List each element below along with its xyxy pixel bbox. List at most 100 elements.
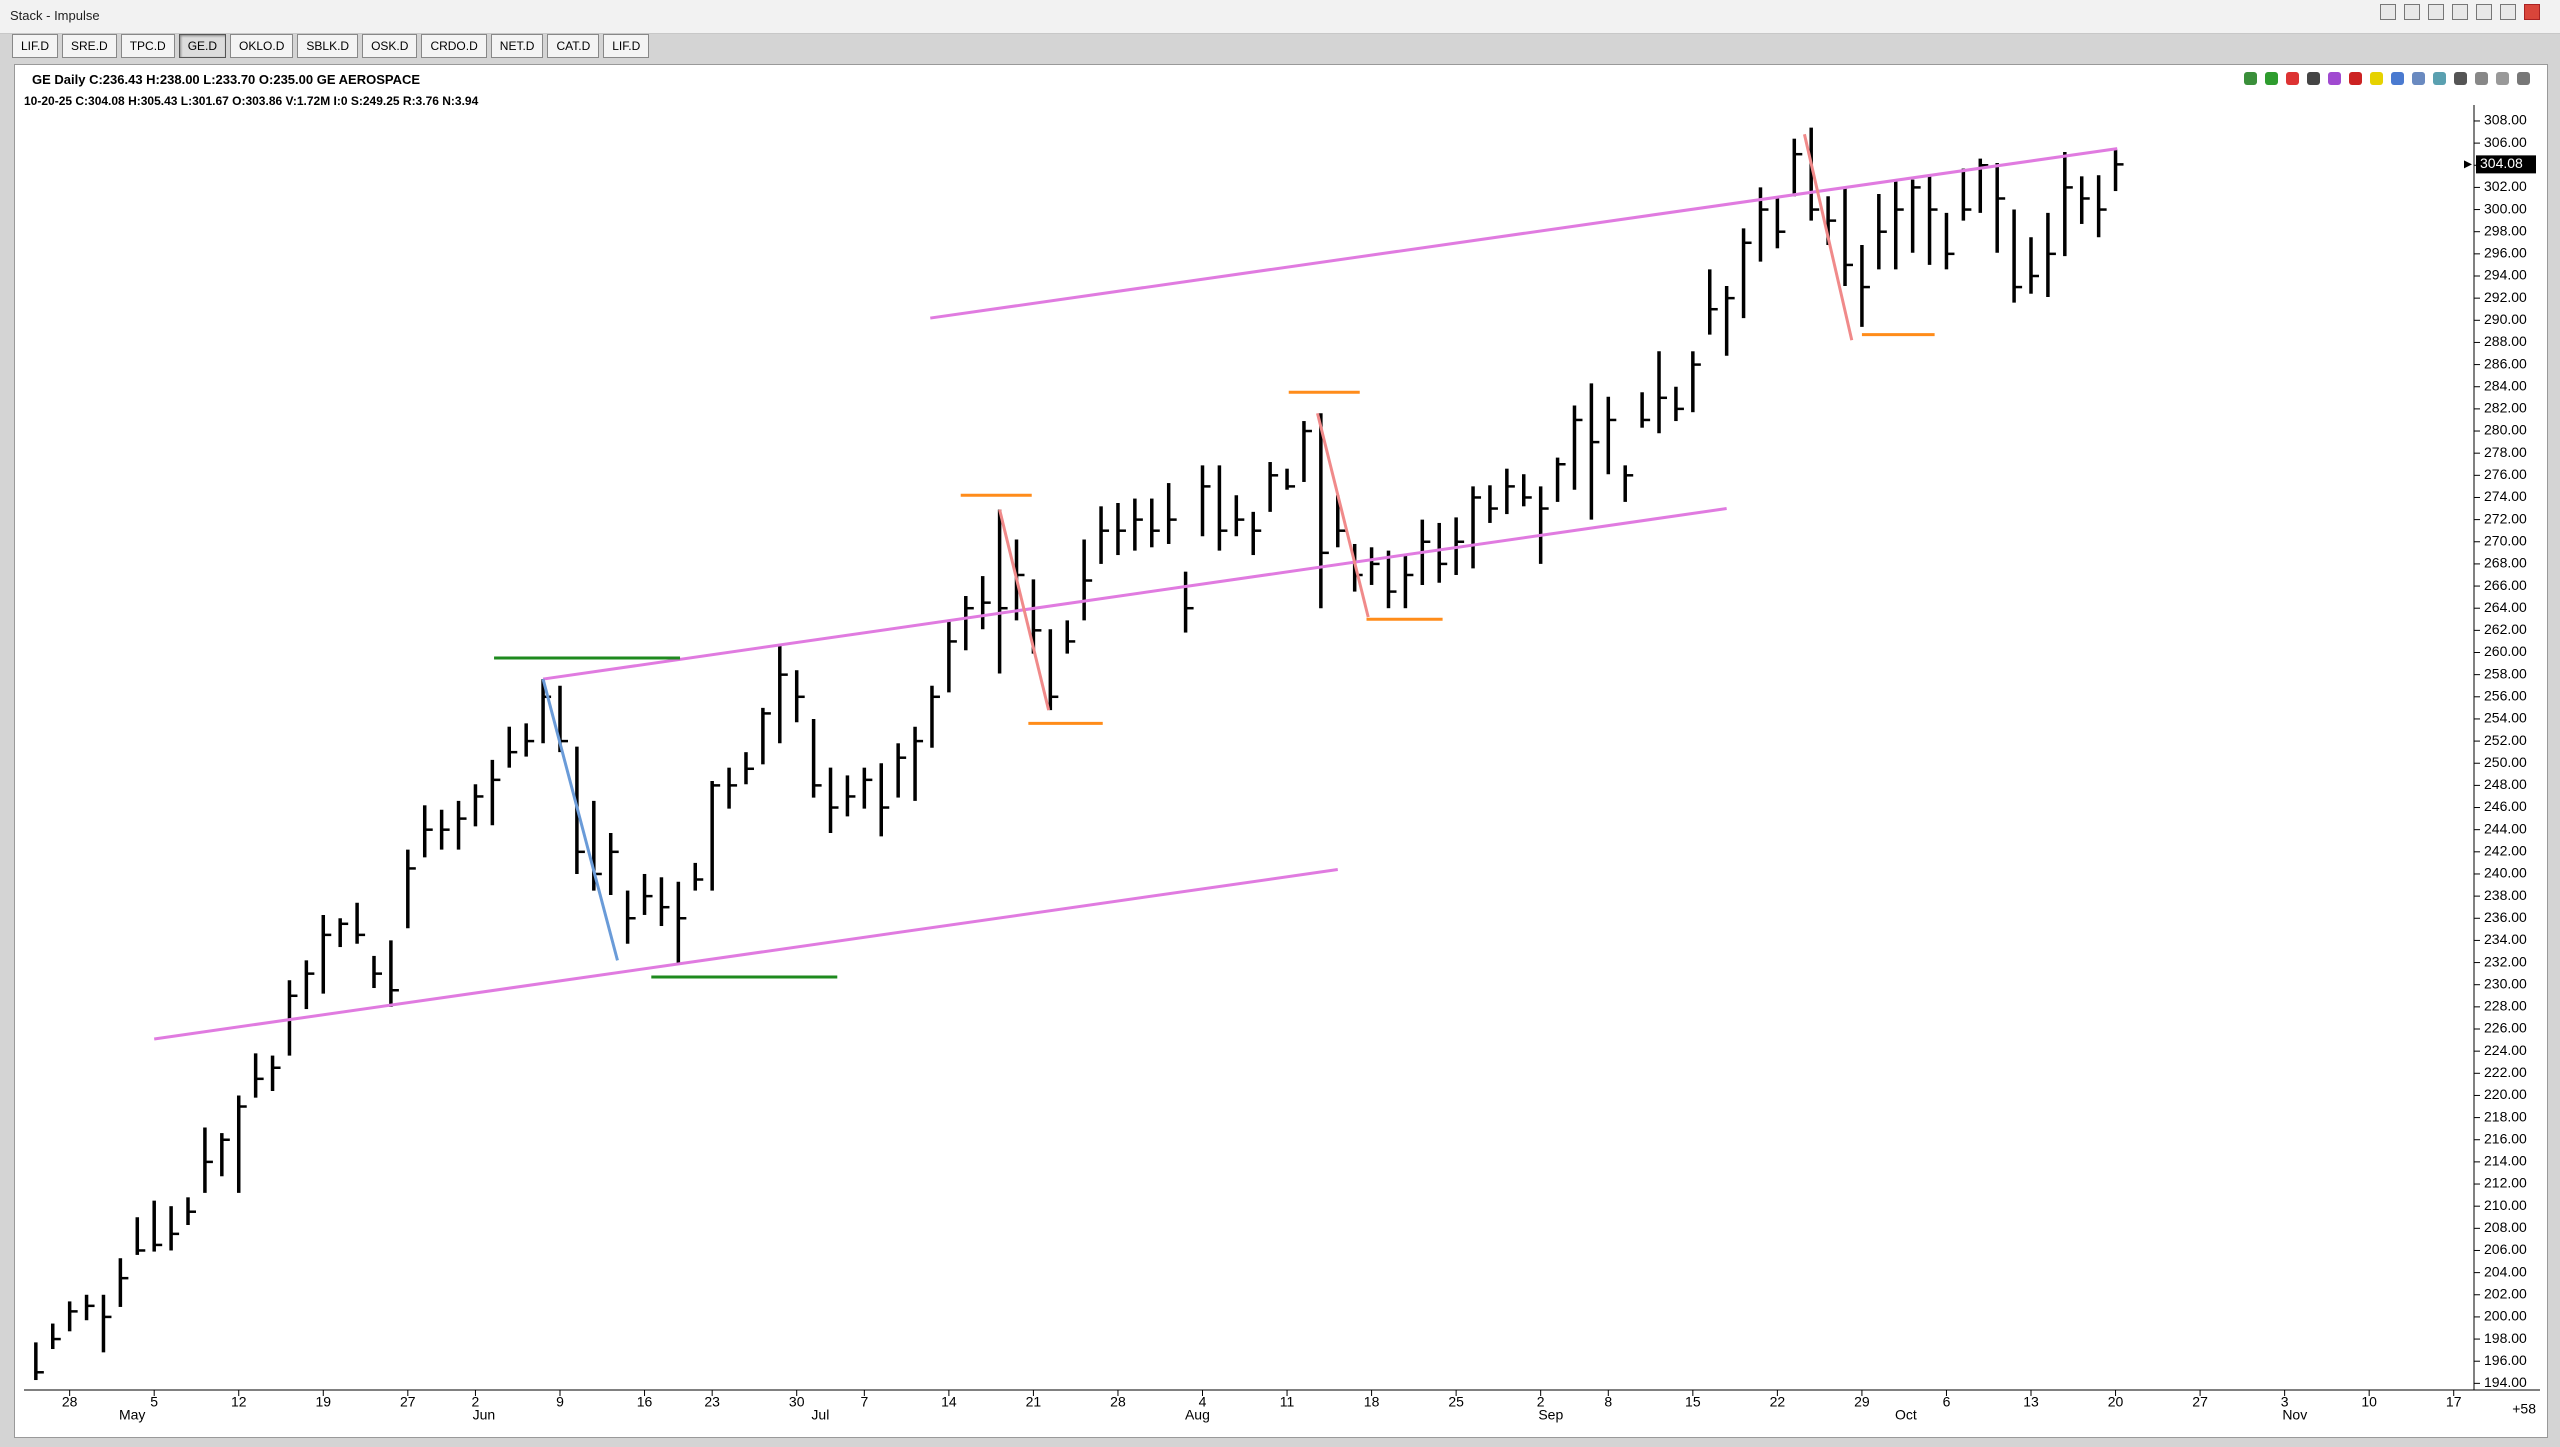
- y-tick-label: 270.00: [2484, 532, 2527, 548]
- y-tick-label: 222.00: [2484, 1064, 2527, 1080]
- tool-icon[interactable]: [2328, 72, 2341, 85]
- window-button[interactable]: [2404, 4, 2420, 20]
- x-tick-label: 22: [1770, 1394, 1786, 1410]
- x-tick-label: 8: [1604, 1394, 1612, 1410]
- y-tick-label: 204.00: [2484, 1263, 2527, 1279]
- trend-line: [541, 678, 619, 961]
- month-label: Jul: [811, 1407, 829, 1423]
- x-tick-label: 23: [704, 1394, 720, 1410]
- window-button[interactable]: [2500, 4, 2516, 20]
- trend-line: [542, 507, 1727, 681]
- close-button[interactable]: [2524, 4, 2540, 20]
- symbol-tab[interactable]: NET.D: [490, 34, 544, 58]
- tab-bar: LIF.D SRE.D TPC.D GE.D OKLO.D SBLK.D OSK.D CRDO…: [12, 34, 650, 58]
- y-tick-label: 214.00: [2484, 1153, 2527, 1169]
- tool-icon[interactable]: [2496, 72, 2509, 85]
- y-tick-label: 206.00: [2484, 1241, 2527, 1257]
- y-tick-label: 194.00: [2484, 1374, 2527, 1390]
- symbol-tab[interactable]: TPC.D: [120, 34, 175, 58]
- y-tick-label: 308.00: [2484, 112, 2527, 128]
- y-tick-label: 296.00: [2484, 245, 2527, 261]
- window-button[interactable]: [2380, 4, 2396, 20]
- tool-icon[interactable]: [2391, 72, 2404, 85]
- y-tick-label: 280.00: [2484, 422, 2527, 438]
- x-tick-label: 14: [941, 1394, 957, 1410]
- tool-icon[interactable]: [2517, 72, 2530, 85]
- tool-icon[interactable]: [2454, 72, 2467, 85]
- y-tick-label: 252.00: [2484, 732, 2527, 748]
- tool-icon[interactable]: [2349, 72, 2362, 85]
- x-tick-label: 29: [1854, 1394, 1870, 1410]
- symbol-tab[interactable]: GE.D: [178, 34, 227, 58]
- symbol-tab[interactable]: OSK.D: [362, 34, 418, 58]
- x-tick-label: 16: [637, 1394, 653, 1410]
- tool-icon[interactable]: [2265, 72, 2278, 85]
- trend-line: [1802, 133, 1854, 341]
- symbol-tab[interactable]: SRE.D: [62, 34, 117, 58]
- symbol-tab[interactable]: CAT.D: [547, 34, 600, 58]
- x-tick-label: 20: [2108, 1394, 2124, 1410]
- y-tick-label: 246.00: [2484, 798, 2527, 814]
- tool-icon[interactable]: [2244, 72, 2257, 85]
- window-button[interactable]: [2476, 4, 2492, 20]
- month-label: May: [119, 1407, 145, 1423]
- y-tick-label: 216.00: [2484, 1130, 2527, 1146]
- y-tick-label: 302.00: [2484, 178, 2527, 194]
- y-tick-label: 228.00: [2484, 998, 2527, 1014]
- symbol-tab[interactable]: LIF.D: [603, 34, 650, 58]
- y-tick-label: 274.00: [2484, 488, 2527, 504]
- y-tick-label: 240.00: [2484, 865, 2527, 881]
- x-tick-label: 17: [2446, 1394, 2462, 1410]
- y-tick-label: 220.00: [2484, 1086, 2527, 1102]
- y-tick-label: 276.00: [2484, 466, 2527, 482]
- x-tick-label: 5: [150, 1394, 158, 1410]
- symbol-tab[interactable]: LIF.D: [12, 34, 59, 58]
- symbol-tab[interactable]: CRDO.D: [421, 34, 487, 58]
- symbol-tab[interactable]: SBLK.D: [297, 34, 359, 58]
- y-tick-label: 224.00: [2484, 1042, 2527, 1058]
- trend-line: [1316, 412, 1370, 618]
- tool-icon[interactable]: [2475, 72, 2488, 85]
- y-tick-label: 242.00: [2484, 843, 2527, 859]
- window-button[interactable]: [2428, 4, 2444, 20]
- x-tick-label: 10: [2361, 1394, 2377, 1410]
- tool-icon[interactable]: [2307, 72, 2320, 85]
- month-label: Nov: [2282, 1407, 2307, 1423]
- y-tick-label: 288.00: [2484, 333, 2527, 349]
- window-button[interactable]: [2452, 4, 2468, 20]
- y-tick-label: 218.00: [2484, 1108, 2527, 1124]
- y-tick-label: 264.00: [2484, 599, 2527, 615]
- x-tick-label: 28: [62, 1394, 78, 1410]
- x-tick-label: 13: [2023, 1394, 2039, 1410]
- x-tick-label: 2: [1537, 1394, 1545, 1410]
- month-label: Aug: [1185, 1407, 1210, 1423]
- tool-icon[interactable]: [2286, 72, 2299, 85]
- y-tick-label: 230.00: [2484, 975, 2527, 991]
- bar-info: 10-20-25 C:304.08 H:305.43 L:301.67 O:30…: [24, 94, 479, 108]
- x-tick-label: 28: [1110, 1394, 1126, 1410]
- y-tick-label: 268.00: [2484, 555, 2527, 571]
- y-tick-label: 238.00: [2484, 887, 2527, 903]
- tool-icon[interactable]: [2370, 72, 2383, 85]
- x-tick-label: 19: [315, 1394, 331, 1410]
- toolbar: [2244, 72, 2530, 85]
- symbol-tab[interactable]: OKLO.D: [230, 34, 294, 58]
- x-tick-label: 7: [860, 1394, 868, 1410]
- y-tick-label: 278.00: [2484, 444, 2527, 460]
- x-tick-label: 6: [1943, 1394, 1951, 1410]
- y-tick-label: 200.00: [2484, 1308, 2527, 1324]
- y-tick-label: 254.00: [2484, 710, 2527, 726]
- y-tick-label: 298.00: [2484, 222, 2527, 238]
- x-tick-label: 21: [1026, 1394, 1042, 1410]
- tool-icon[interactable]: [2433, 72, 2446, 85]
- x-tick-label: 27: [400, 1394, 416, 1410]
- trend-line: [998, 509, 1051, 711]
- trend-line: [153, 868, 1338, 1041]
- trend-line: [930, 147, 2118, 320]
- x-tick-label: 9: [556, 1394, 564, 1410]
- y-tick-label: 290.00: [2484, 311, 2527, 327]
- tool-icon[interactable]: [2412, 72, 2425, 85]
- x-tick-label: 18: [1364, 1394, 1380, 1410]
- last-price-label: 304.08: [2480, 155, 2523, 171]
